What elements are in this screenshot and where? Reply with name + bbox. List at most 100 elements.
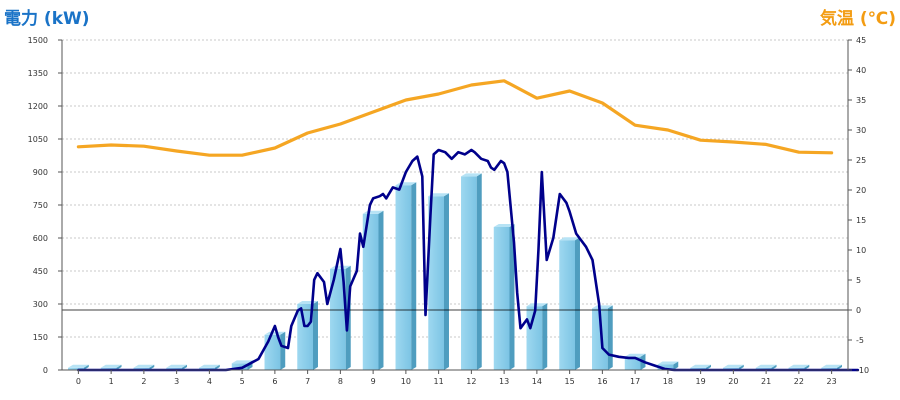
left-ticks: 0 150 300 450 600 750 900 1050 1200 1350 1500 — [28, 36, 62, 375]
x-tick-label: 13 — [499, 377, 509, 386]
bar-side — [673, 361, 679, 370]
x-tick-label: 6 — [272, 377, 277, 386]
x-tick-label: 0 — [76, 377, 81, 386]
bar-front — [526, 306, 543, 370]
x-tick-label: 11 — [434, 377, 444, 386]
bar — [559, 237, 580, 370]
bar-top — [264, 331, 286, 335]
x-tick-label: 20 — [728, 377, 738, 386]
x-tick-label: 15 — [565, 377, 575, 386]
bar-top — [526, 303, 548, 307]
x-tick-label: 4 — [207, 377, 212, 386]
bar-top — [68, 364, 89, 368]
bar-top — [592, 305, 613, 309]
x-tick-label: 22 — [794, 377, 804, 386]
left-tick-label: 1350 — [28, 69, 48, 78]
bar-side — [607, 305, 613, 370]
bar-front — [428, 196, 444, 370]
right-tick-label: 0 — [856, 306, 861, 315]
bar-front — [559, 240, 575, 370]
bar-top — [723, 364, 744, 368]
bar — [428, 193, 449, 370]
x-tick-label: 9 — [371, 377, 376, 386]
bar-top — [821, 364, 842, 368]
bar-top — [493, 224, 515, 227]
right-tick-label: 25 — [856, 156, 866, 165]
bar-top — [133, 364, 155, 368]
x-tick-label: 23 — [827, 377, 837, 386]
bar-top — [559, 237, 580, 241]
line-series — [76, 79, 860, 372]
bar-side — [542, 303, 548, 370]
bar-top — [461, 173, 482, 177]
bar-side — [411, 182, 417, 370]
right-ticks: -10 -5 0 5 10 15 20 25 30 35 40 45 — [848, 36, 869, 375]
bar-top — [100, 364, 122, 368]
bar — [395, 182, 417, 370]
bar-side — [443, 193, 449, 370]
x-tick-label: 8 — [338, 377, 343, 386]
right-tick-label: 35 — [856, 96, 866, 105]
x-tick-label: 16 — [597, 377, 607, 386]
bar-series — [68, 173, 842, 370]
right-tick-label: 20 — [856, 186, 866, 195]
gridlines — [62, 39, 848, 338]
bar-top — [657, 361, 679, 365]
bar — [264, 331, 286, 370]
bar-side — [476, 173, 482, 370]
bar-top — [690, 364, 711, 368]
bar-front — [68, 367, 84, 370]
bar — [657, 361, 679, 370]
left-tick-label: 1050 — [28, 135, 48, 144]
x-tick-label: 18 — [663, 377, 673, 386]
bar-top — [755, 364, 777, 368]
temperature-line — [76, 79, 834, 157]
left-tick-label: 450 — [33, 267, 48, 276]
x-tick-label: 2 — [141, 377, 146, 386]
bar-top — [166, 364, 187, 368]
x-tick-label: 10 — [401, 377, 411, 386]
left-tick-label: 0 — [43, 366, 48, 375]
right-tick-label: 40 — [856, 66, 866, 75]
bar-side — [280, 331, 286, 370]
x-tick-label: 5 — [240, 377, 245, 386]
bar-side — [509, 224, 515, 370]
left-tick-label: 1500 — [28, 36, 48, 45]
x-tick-label: 1 — [109, 377, 114, 386]
bar-side — [574, 237, 580, 370]
left-tick-label: 300 — [33, 300, 48, 309]
right-axis-title: 気温 (℃) — [819, 8, 896, 29]
bar-front — [493, 227, 510, 370]
bar-front — [657, 364, 674, 370]
bar-top — [624, 353, 646, 357]
x-tick-label: 12 — [466, 377, 476, 386]
right-tick-label: 45 — [856, 36, 866, 45]
bar-front — [592, 308, 608, 370]
left-tick-label: 150 — [33, 333, 48, 342]
bar-front — [362, 213, 379, 370]
x-tick-label: 19 — [696, 377, 706, 386]
bar-top — [428, 193, 449, 197]
bar-side — [312, 301, 318, 370]
x-tick-label: 14 — [532, 377, 542, 386]
bar-front — [461, 176, 477, 370]
bar — [526, 303, 548, 370]
x-tick-label: 7 — [305, 377, 310, 386]
left-axis-title: 電力 (kW) — [4, 8, 90, 29]
power-line — [77, 148, 860, 372]
bar-top — [199, 364, 220, 368]
x-tick-label: 17 — [630, 377, 640, 386]
right-tick-label: -5 — [856, 336, 864, 345]
left-tick-label: 900 — [33, 168, 48, 177]
x-ticks: 0 1 2 3 4 5 6 7 8 9 10 11 12 13 14 15 16 17 18 19 20 21 22 23 — [76, 370, 837, 386]
left-tick-label: 1200 — [28, 102, 48, 111]
bar-top — [231, 360, 253, 364]
x-tick-label: 3 — [174, 377, 179, 386]
right-tick-label: 15 — [856, 216, 866, 225]
right-tick-label: 5 — [856, 276, 861, 285]
bar-side — [378, 210, 384, 370]
left-tick-label: 750 — [33, 201, 48, 210]
left-tick-label: 600 — [33, 234, 48, 243]
